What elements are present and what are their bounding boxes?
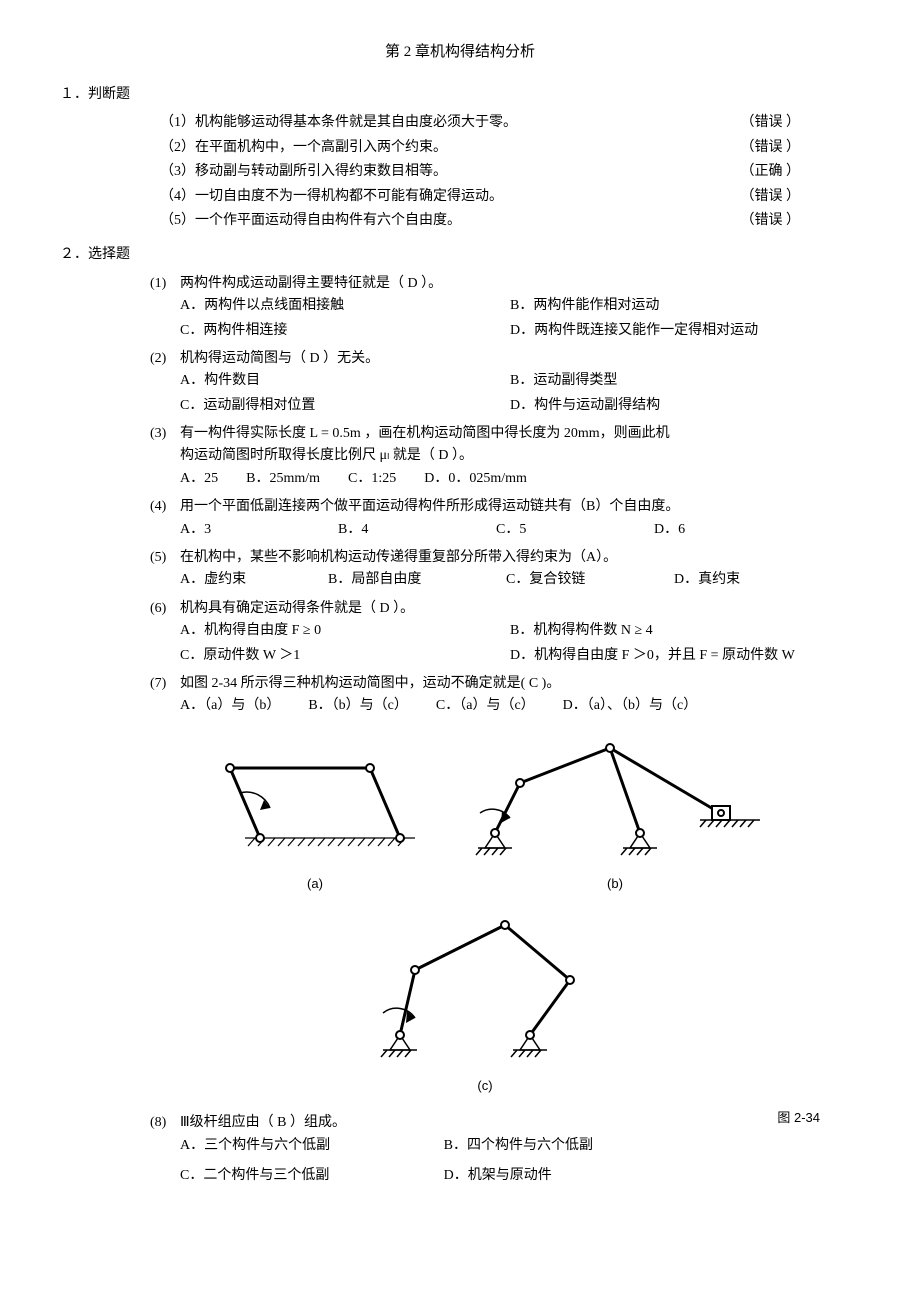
mc-question: (7) 如图 2-34 所示得三种机构运动简图中，运动不确定就是( C )。 — [150, 673, 820, 695]
tf-answer: （错误 ） — [741, 112, 801, 134]
figure-label: (c) — [355, 1076, 615, 1097]
tf-item: （1）机构能够运动得基本条件就是其自由度必须大于零。 （错误 ） — [160, 112, 800, 134]
mc-options: A．25 B．25mm/m C．1:25 D．0．025m/mm — [180, 468, 820, 490]
true-false-list: （1）机构能够运动得基本条件就是其自由度必须大于零。 （错误 ） （2）在平面机… — [160, 112, 800, 232]
tf-text: （1）机构能够运动得基本条件就是其自由度必须大于零。 — [160, 112, 517, 134]
mc-option: B．4 — [338, 519, 468, 541]
tf-item: （3）移动副与转动副所引入得约束数目相等。 （正确 ） — [160, 161, 800, 183]
tf-text: （4）一切自由度不为一得机构都不可能有确定得运动。 — [160, 186, 503, 208]
mc-option: A．虚约束 — [180, 569, 300, 591]
mc-option: C．1:25 — [348, 468, 396, 490]
mc-option: A．25 — [180, 468, 218, 490]
mc-num: (8) — [150, 1112, 180, 1134]
tf-answer: （错误 ） — [741, 210, 801, 232]
mc-question: (2) 机构得运动简图与（ D ）无关。 — [150, 348, 820, 370]
mc-num: (1) — [150, 273, 180, 295]
mc-option: D．构件与运动副得结构 — [510, 395, 820, 417]
multiple-choice-list: (1) 两构件构成运动副得主要特征就是（ D ）。 A．两构件以点线面相接触 B… — [150, 273, 820, 1188]
mc-stem: 两构件构成运动副得主要特征就是（ D ）。 — [180, 273, 820, 295]
mechanism-diagram-a — [200, 738, 430, 868]
mc-options: A．机构得自由度 F ≥ 0 B．机构得构件数 N ≥ 4 C．原动件数 W ＞… — [180, 620, 820, 667]
tf-item: （5）一个作平面运动得自由构件有六个自由度。 （错误 ） — [160, 210, 800, 232]
mc-num: (7) — [150, 673, 180, 695]
mc-num: (2) — [150, 348, 180, 370]
mc-stem-line: 有一构件得实际长度 L = 0.5m ，画在机构运动简图中得长度为 20mm，则… — [180, 426, 670, 441]
mc-option: D．6 — [654, 519, 784, 541]
tf-answer: （错误 ） — [741, 137, 801, 159]
mc-num: (5) — [150, 547, 180, 569]
mc-stem: Ⅲ级杆组应由（ B ）组成。 — [180, 1112, 687, 1134]
mc-option: A．三个构件与六个低副 — [180, 1135, 424, 1157]
mc-option: A．两构件以点线面相接触 — [180, 295, 490, 317]
mc-stem: 在机构中，某些不影响机构运动传递得重复部分所带入得约束为（A）。 — [180, 547, 820, 569]
tf-answer: （错误 ） — [741, 186, 801, 208]
mc-stem: 有一构件得实际长度 L = 0.5m ，画在机构运动简图中得长度为 20mm，则… — [180, 423, 820, 468]
section1-heading: １．判断题 — [60, 84, 860, 106]
section2-heading: ２．选择题 — [60, 244, 860, 266]
mc-option: C．复合铰链 — [506, 569, 646, 591]
mc-option: A．构件数目 — [180, 370, 490, 392]
mc-option: D．两构件既连接又能作一定得相对运动 — [510, 320, 820, 342]
mc-option: B．四个构件与六个低副 — [444, 1135, 688, 1157]
mc-option: B．两构件能作相对运动 — [510, 295, 820, 317]
mc-option: D．机构得自由度 F ＞0，并且 F = 原动件数 W — [510, 645, 820, 667]
mc-option: C．两构件相连接 — [180, 320, 490, 342]
mc-stem-line: 构运动简图时所取得长度比例尺 μₗ 就是（ D ）。 — [180, 448, 473, 463]
tf-item: （4）一切自由度不为一得机构都不可能有确定得运动。 （错误 ） — [160, 186, 800, 208]
mc-option: D．机架与原动件 — [444, 1165, 688, 1187]
mc-stem: 用一个平面低副连接两个做平面运动得构件所形成得运动链共有（B）个自由度。 — [180, 496, 820, 518]
tf-answer: （正确 ） — [741, 161, 801, 183]
mc-option: C．二个构件与三个低副 — [180, 1165, 424, 1187]
mechanism-diagram-c — [355, 905, 615, 1070]
mc-option: C．运动副得相对位置 — [180, 395, 490, 417]
mc-options: A．3 B．4 C．5 D．6 — [180, 519, 820, 541]
mc-option: B．25mm/m — [246, 468, 320, 490]
mc-question: (3) 有一构件得实际长度 L = 0.5m ，画在机构运动简图中得长度为 20… — [150, 423, 820, 468]
mc-question: (6) 机构具有确定运动得条件就是（ D ）。 — [150, 598, 820, 620]
mechanism-diagram-b — [460, 728, 770, 868]
mc-num: (3) — [150, 423, 180, 468]
mc-options: A．虚约束 B．局部自由度 C．复合铰链 D．真约束 — [180, 569, 820, 591]
chapter-title: 第 2 章机构得结构分析 — [60, 40, 860, 64]
figure-c: (c) — [355, 905, 615, 1097]
mc-question: (1) 两构件构成运动副得主要特征就是（ D ）。 — [150, 273, 820, 295]
mc-options: A．三个构件与六个低副 B．四个构件与六个低副 C．二个构件与三个低副 D．机架… — [180, 1135, 687, 1188]
mc-option: C．原动件数 W ＞1 — [180, 645, 490, 667]
mc-question: (8) Ⅲ级杆组应由（ B ）组成。 — [150, 1112, 687, 1134]
mc-option: B．局部自由度 — [328, 569, 478, 591]
mc-stem: 机构具有确定运动得条件就是（ D ）。 — [180, 598, 820, 620]
tf-text: （2）在平面机构中，一个高副引入两个约束。 — [160, 137, 447, 159]
mc-question: (4) 用一个平面低副连接两个做平面运动得构件所形成得运动链共有（B）个自由度。 — [150, 496, 820, 518]
mc-num: (4) — [150, 496, 180, 518]
figure-label: (a) — [200, 874, 430, 895]
mc-stem: 如图 2-34 所示得三种机构运动简图中，运动不确定就是( C )。 — [180, 673, 820, 695]
mc-option: A．（a）与（b） — [180, 695, 280, 717]
mc-option: A．3 — [180, 519, 310, 541]
mc-option: D．（a）、（b）与（c） — [563, 695, 698, 717]
tf-text: （5）一个作平面运动得自由构件有六个自由度。 — [160, 210, 461, 232]
tf-text: （3）移动副与转动副所引入得约束数目相等。 — [160, 161, 447, 183]
tf-item: （2）在平面机构中，一个高副引入两个约束。 （错误 ） — [160, 137, 800, 159]
mc-option: B．运动副得类型 — [510, 370, 820, 392]
mc-option: A．机构得自由度 F ≥ 0 — [180, 620, 490, 642]
figure-b: (b) — [460, 728, 770, 895]
mc-option: C．（a）与（c） — [436, 695, 535, 717]
mc-option: D．真约束 — [674, 569, 740, 591]
mc-options: A．构件数目 B．运动副得类型 C．运动副得相对位置 D．构件与运动副得结构 — [180, 370, 820, 417]
mc-options: A．两构件以点线面相接触 B．两构件能作相对运动 C．两构件相连接 D．两构件既… — [180, 295, 820, 342]
mc-question: (5) 在机构中，某些不影响机构运动传递得重复部分所带入得约束为（A）。 — [150, 547, 820, 569]
mc-num: (6) — [150, 598, 180, 620]
mc-option: B．机构得构件数 N ≥ 4 — [510, 620, 820, 642]
mc-stem: 机构得运动简图与（ D ）无关。 — [180, 348, 820, 370]
mc-options: A．（a）与（b） B．（b）与（c） C．（a）与（c） D．（a）、（b）与… — [180, 695, 820, 717]
figure-label: (b) — [460, 874, 770, 895]
mc-option: B．（b）与（c） — [308, 695, 408, 717]
figure-caption: 图 2-34 — [777, 1108, 820, 1129]
figure-2-34: (a) — [150, 728, 820, 1097]
mc-option: C．5 — [496, 519, 626, 541]
mc-option: D．0．025m/mm — [424, 468, 527, 490]
figure-a: (a) — [200, 738, 430, 895]
